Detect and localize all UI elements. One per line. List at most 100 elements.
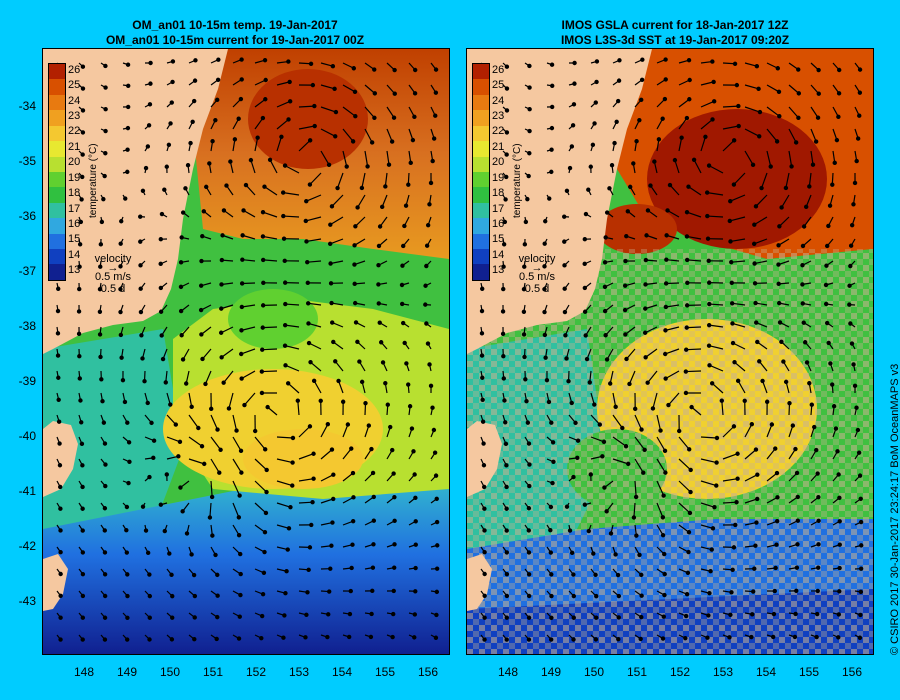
velocity-arrow (734, 361, 746, 372)
velocity-arrow (669, 184, 680, 196)
velocity-arrow-head (775, 495, 780, 500)
velocity-arrow-head (428, 180, 434, 186)
velocity-arrow (678, 117, 688, 130)
velocity-arrow (753, 216, 768, 226)
velocity-arrow-head (98, 264, 103, 269)
velocity-arrow-head (756, 86, 761, 92)
velocity-arrow-head (76, 331, 82, 337)
velocity-arrow-head (831, 404, 837, 409)
colorbar-swatch (49, 218, 65, 234)
velocity-arrow-head (219, 282, 224, 287)
velocity-arrow-head (326, 162, 332, 168)
velocity-arrow-head (98, 354, 103, 360)
velocity-arrow-head (203, 381, 208, 387)
velocity-arrow-head (226, 406, 232, 411)
velocity-arrow (732, 342, 746, 350)
velocity-arrow-head (482, 637, 487, 642)
velocity-arrow (232, 502, 240, 518)
velocity-arrow (665, 326, 680, 331)
velocity-arrow (298, 105, 315, 108)
velocity-arrow-head (615, 98, 621, 104)
velocity-arrow-head (571, 102, 577, 107)
velocity-arrow-head (521, 332, 527, 337)
velocity-arrow-head (823, 282, 829, 288)
velocity-arrow-head (350, 542, 355, 547)
velocity-arrow-head (504, 550, 510, 555)
velocity-arrow-head (709, 547, 714, 552)
velocity-arrow-head (812, 424, 817, 430)
velocity-arrow (788, 150, 793, 167)
velocity-arrow-head (58, 571, 63, 577)
velocity-arrow-head (371, 518, 377, 523)
right-title-line1: IMOS GSLA current for 18-Jan-2017 12Z (561, 18, 789, 32)
velocity-arrow-head (683, 369, 689, 374)
velocity-arrow-head (326, 612, 331, 617)
velocity-arrow-head (138, 239, 143, 244)
velocity-arrow-head (423, 302, 428, 307)
velocity-arrow (209, 502, 212, 518)
velocity-arrow-head (433, 635, 439, 640)
velocity-arrow-head (710, 526, 716, 531)
velocity-arrow-head (793, 446, 798, 452)
velocity-arrow (810, 128, 817, 142)
velocity-arrow-head (210, 139, 215, 144)
velocity-arrow-head (710, 117, 715, 122)
velocity-arrow-head (304, 239, 309, 244)
velocity-arrow-head (359, 379, 365, 385)
velocity-arrow-head (575, 438, 581, 443)
velocity-arrow-head (684, 209, 690, 215)
velocity-arrow-icon: → (107, 262, 119, 274)
velocity-arrow-head (504, 463, 509, 468)
velocity-arrow-head (328, 222, 333, 227)
velocity-arrow (687, 259, 702, 262)
velocity-arrow-head (660, 116, 665, 121)
velocity-arrow-head (564, 504, 570, 509)
velocity-arrow (688, 186, 702, 196)
velocity-arrow-head (826, 223, 831, 229)
x-tick-label: 149 (116, 665, 138, 679)
velocity-arrow (342, 84, 356, 93)
velocity-arrow (210, 436, 222, 451)
velocity-arrow-head (392, 565, 397, 570)
velocity-arrow-head (661, 614, 666, 619)
colorbar-swatch (473, 249, 489, 265)
velocity-arrow-head (604, 509, 609, 514)
velocity-arrow-head (801, 320, 806, 325)
velocity-arrow-head (834, 137, 840, 143)
velocity-arrow-head (482, 506, 487, 511)
velocity-arrow-head (349, 565, 354, 571)
velocity-arrow-head (286, 117, 291, 122)
velocity-arrow-head (622, 283, 628, 288)
velocity-arrow-head (97, 287, 103, 292)
velocity-arrow-head (103, 128, 108, 134)
velocity-arrow-head (777, 114, 782, 119)
velocity-arrow (354, 216, 366, 227)
velocity-arrow-head (623, 444, 629, 449)
x-tick-label: 154 (331, 665, 353, 679)
velocity-arrow-head (209, 494, 215, 500)
x-tick-label: 151 (202, 665, 224, 679)
velocity-arrow-head (835, 449, 840, 454)
velocity-arrow (298, 139, 311, 152)
velocity-arrow-head (170, 79, 175, 85)
velocity-arrow-head (642, 447, 647, 452)
velocity-arrow-head (608, 531, 614, 536)
velocity-arrow-head (752, 281, 758, 286)
velocity-arrow-head (124, 528, 129, 533)
velocity-arrow (384, 172, 388, 187)
velocity-arrow-head (80, 571, 86, 577)
velocity-arrow-head (259, 635, 264, 641)
velocity-arrow (210, 414, 219, 430)
velocity-arrow-head (734, 499, 739, 505)
velocity-arrow-head (616, 593, 622, 599)
velocity-arrow (244, 392, 256, 406)
velocity-arrow-head (103, 483, 108, 489)
velocity-arrow-head (571, 474, 576, 480)
velocity-arrow-head (125, 593, 130, 599)
velocity-arrow (628, 370, 636, 385)
velocity-arrow-head (310, 82, 316, 88)
velocity-speed: 0.5 m/s (518, 271, 556, 283)
velocity-arrow-head (344, 164, 349, 169)
colorbar-swatch (49, 233, 65, 250)
velocity-arrow-head (351, 495, 356, 500)
